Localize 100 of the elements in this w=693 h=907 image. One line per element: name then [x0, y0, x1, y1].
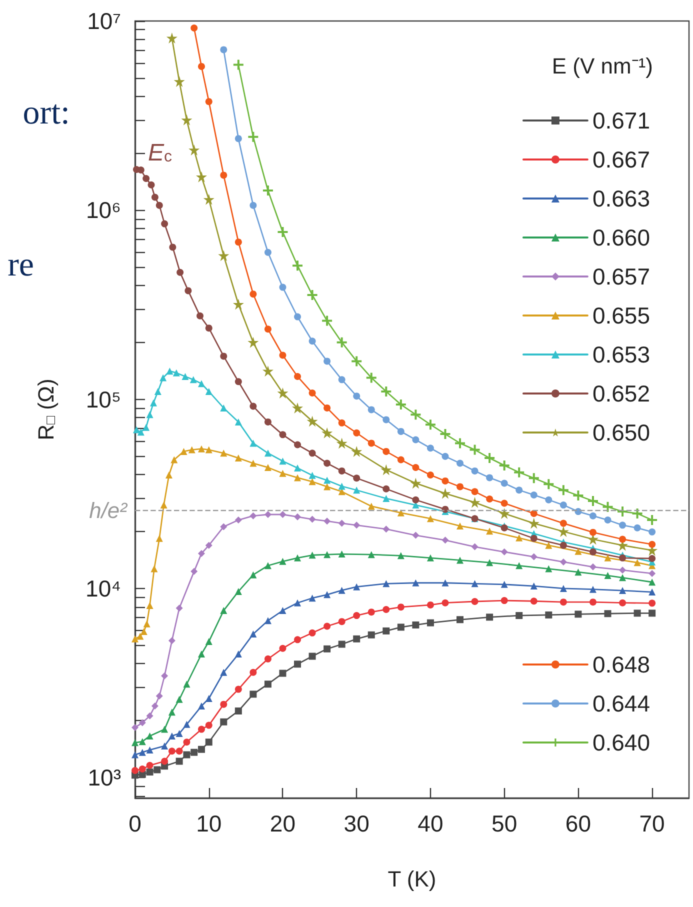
point — [412, 496, 420, 504]
point — [294, 660, 302, 668]
point — [169, 244, 176, 251]
point — [279, 431, 286, 438]
point — [234, 686, 242, 693]
point — [589, 512, 596, 520]
point — [412, 532, 420, 539]
point — [132, 635, 138, 642]
point — [322, 316, 332, 326]
point — [279, 607, 286, 614]
point — [338, 640, 346, 648]
point — [308, 450, 316, 457]
point — [220, 668, 228, 676]
point — [264, 562, 272, 570]
point — [233, 60, 244, 70]
point — [456, 460, 464, 467]
point — [151, 194, 158, 201]
point — [648, 600, 656, 607]
point — [250, 290, 257, 298]
point — [471, 580, 478, 588]
point — [279, 352, 286, 359]
point — [294, 599, 302, 606]
point — [294, 441, 302, 448]
point — [292, 260, 303, 271]
point — [234, 378, 242, 386]
y-tick-label: 10⁷ — [87, 8, 121, 34]
point — [146, 411, 154, 418]
legend-label: 0.660 — [592, 224, 650, 250]
point — [161, 672, 168, 680]
point — [307, 290, 318, 300]
point — [146, 762, 154, 769]
legend-label: 0.644 — [592, 690, 650, 716]
point — [176, 758, 183, 765]
point — [368, 440, 375, 447]
point — [161, 220, 168, 228]
point — [294, 464, 302, 472]
point — [308, 652, 316, 660]
point — [426, 444, 434, 452]
point — [234, 650, 242, 658]
point — [382, 448, 390, 455]
point — [250, 460, 257, 467]
y-tick-label: 10⁴ — [86, 575, 121, 602]
point — [277, 387, 288, 398]
point — [220, 172, 228, 179]
point — [205, 738, 212, 746]
point — [336, 337, 347, 348]
point — [264, 617, 272, 624]
point — [353, 474, 360, 482]
point — [294, 372, 302, 380]
point — [220, 607, 228, 614]
ref-line-label: h/e² — [89, 498, 128, 524]
point — [183, 738, 190, 746]
point — [308, 516, 316, 523]
point — [198, 380, 205, 388]
point — [604, 516, 612, 524]
point — [648, 570, 656, 577]
point — [166, 368, 174, 375]
point — [308, 478, 316, 486]
point — [426, 619, 434, 626]
point — [234, 454, 242, 462]
point — [160, 374, 167, 382]
point — [220, 46, 228, 54]
point — [338, 618, 346, 626]
point — [602, 502, 613, 512]
point — [146, 602, 154, 609]
point — [619, 554, 626, 562]
point — [382, 606, 390, 613]
point — [410, 410, 421, 420]
point — [353, 392, 360, 400]
point — [486, 474, 494, 482]
point — [530, 598, 538, 605]
point — [471, 488, 478, 496]
point — [560, 584, 567, 592]
point — [250, 402, 257, 410]
point — [306, 416, 318, 427]
point — [151, 702, 158, 710]
x-tick-label: 10 — [196, 810, 222, 836]
point — [234, 238, 242, 246]
point — [183, 720, 190, 728]
point — [198, 650, 205, 658]
point — [336, 438, 348, 449]
point — [530, 582, 538, 590]
point — [324, 460, 331, 467]
point — [338, 419, 346, 426]
point — [368, 608, 375, 616]
point — [196, 312, 204, 320]
point — [648, 554, 656, 562]
point — [324, 645, 331, 652]
point — [308, 552, 316, 559]
point — [140, 628, 148, 636]
point — [412, 621, 420, 628]
point — [308, 594, 316, 602]
y-tick-label: 10³ — [88, 764, 122, 791]
y-axis-title: R□ (Ω) — [34, 378, 58, 440]
point — [161, 726, 168, 733]
point — [279, 284, 286, 291]
legend-label: 0.671 — [592, 108, 650, 134]
point — [412, 464, 420, 471]
point — [279, 558, 286, 565]
point — [634, 610, 641, 617]
